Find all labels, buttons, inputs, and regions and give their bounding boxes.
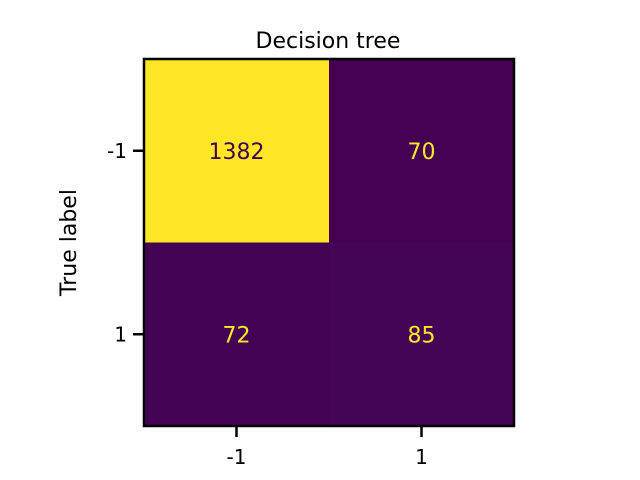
y-axis-label: True label [57, 189, 82, 297]
cell-value-r0-c1: 70 [408, 140, 436, 165]
heatmap-cell-r1-c1 [329, 242, 515, 427]
x-tick-label: -1 [227, 445, 247, 469]
heatmap-cell-labels: 1382 70 72 85 [209, 140, 436, 349]
x-tick-label: 1 [415, 445, 428, 469]
heatmap-cells [144, 59, 515, 427]
cell-value-r0-c0: 1382 [209, 140, 265, 165]
heatmap-cell-r1-c0 [144, 242, 330, 427]
chart-title: Decision tree [256, 29, 401, 54]
plot-frame [142, 57, 516, 428]
y-tick-label: 1 [114, 322, 127, 346]
cell-value-r1-c1: 85 [408, 323, 436, 348]
cell-value-r1-c0: 72 [223, 323, 251, 348]
heatmap-cell-r0-c0 [144, 59, 330, 243]
y-tick-label: -1 [107, 139, 127, 163]
heatmap-cell-r0-c1 [329, 59, 515, 243]
x-axis-ticks: -1 1 [227, 426, 428, 469]
y-axis-ticks: -1 1 [107, 139, 144, 346]
